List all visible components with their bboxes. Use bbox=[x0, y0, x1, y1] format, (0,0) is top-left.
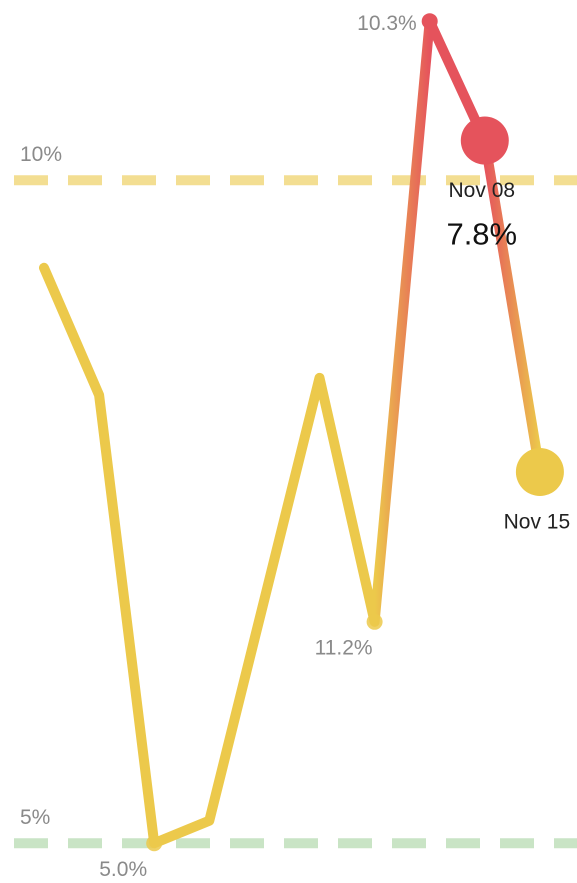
date-label: Nov 08 bbox=[449, 179, 516, 202]
value-label: 10.3% bbox=[357, 12, 417, 35]
point-marker bbox=[421, 13, 438, 30]
value-label: 11.2% bbox=[315, 636, 373, 659]
point-marker bbox=[515, 447, 564, 496]
point-marker bbox=[460, 116, 509, 165]
line bbox=[39, 16, 545, 849]
point-marker bbox=[146, 835, 163, 852]
reference-label: 5% bbox=[20, 806, 50, 829]
value-label: 7.8% bbox=[446, 217, 517, 252]
date-label: Nov 15 bbox=[504, 511, 571, 534]
value-label: 5.0% bbox=[99, 858, 147, 881]
reference-label: 10% bbox=[20, 143, 62, 166]
point-marker bbox=[366, 613, 383, 630]
